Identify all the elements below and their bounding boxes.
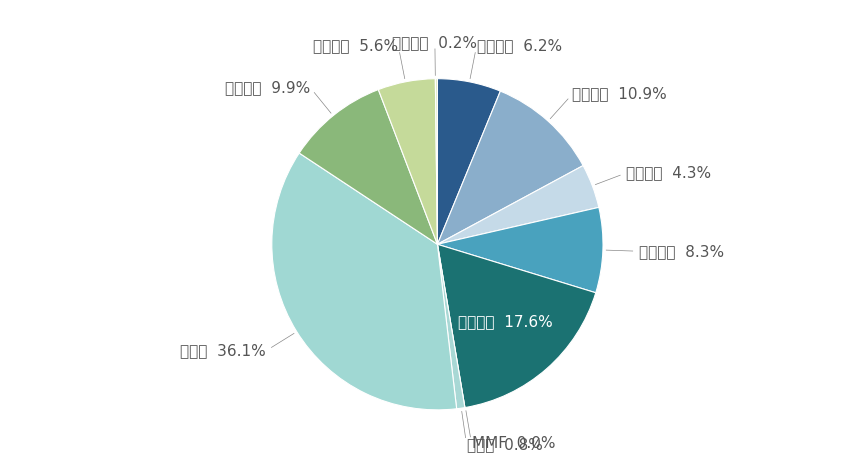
Text: 国内株式  10.9%: 国内株式 10.9% [572, 86, 667, 101]
Wedge shape [435, 79, 438, 244]
Wedge shape [438, 244, 596, 408]
Text: 預貯金  36.1%: 預貯金 36.1% [180, 344, 266, 358]
Wedge shape [272, 153, 456, 410]
Wedge shape [438, 207, 603, 293]
Wedge shape [378, 79, 438, 244]
Wedge shape [438, 166, 599, 244]
Wedge shape [438, 244, 465, 409]
Text: 損害保険  5.6%: 損害保険 5.6% [313, 39, 399, 54]
Text: バランス  17.6%: バランス 17.6% [458, 314, 552, 329]
Text: 国内債券  6.2%: 国内債券 6.2% [477, 39, 562, 54]
Text: 外国債券  4.3%: 外国債券 4.3% [626, 165, 711, 180]
Text: 生命保険  9.9%: 生命保険 9.9% [225, 80, 310, 95]
Text: その他  0.8%: その他 0.8% [467, 437, 542, 452]
Text: MMF  0.0%: MMF 0.0% [472, 436, 555, 451]
Wedge shape [438, 244, 465, 408]
Wedge shape [438, 91, 583, 244]
Text: 外国株式  8.3%: 外国株式 8.3% [639, 244, 724, 259]
Wedge shape [438, 79, 501, 244]
Text: 待機資金  0.2%: 待機資金 0.2% [393, 35, 478, 50]
Wedge shape [299, 90, 438, 244]
